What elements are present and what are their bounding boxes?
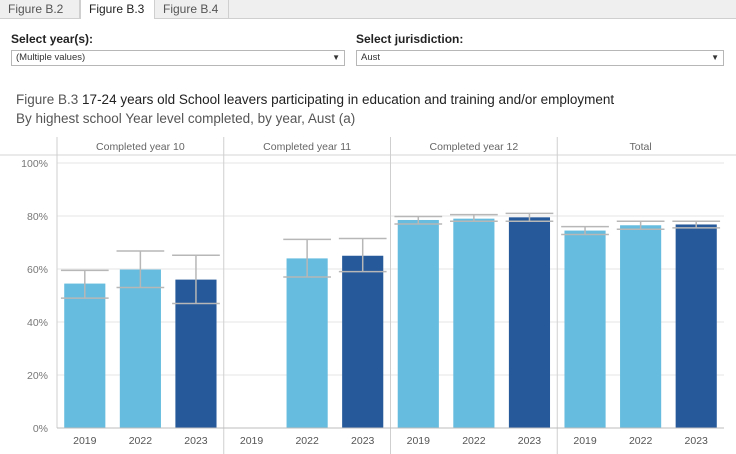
panel-header-label: Completed year 12 bbox=[430, 141, 519, 153]
panel-header-label: Total bbox=[630, 141, 652, 153]
year-filter-label: Select year(s): bbox=[11, 32, 94, 46]
x-tick-label: 2022 bbox=[629, 435, 653, 447]
figure-number: Figure B.3 bbox=[16, 92, 79, 107]
y-tick-label: 40% bbox=[27, 317, 48, 329]
y-tick-label: 80% bbox=[27, 211, 48, 223]
x-tick-label: 2019 bbox=[240, 435, 264, 447]
tab-bar: Figure B.2 Figure B.3 Figure B.4 bbox=[0, 0, 736, 19]
x-tick-label: 2022 bbox=[462, 435, 486, 447]
y-tick-label: 20% bbox=[27, 370, 48, 382]
bar bbox=[508, 217, 551, 428]
chevron-down-icon: ▼ bbox=[711, 53, 719, 62]
tab-figure-b3[interactable]: Figure B.3 bbox=[80, 0, 155, 19]
x-tick-label: 2023 bbox=[685, 435, 709, 447]
x-tick-label: 2022 bbox=[295, 435, 319, 447]
figure-title-text: 17-24 years old School leavers participa… bbox=[82, 92, 615, 107]
tab-figure-b4[interactable]: Figure B.4 bbox=[155, 0, 229, 18]
panel-header-label: Completed year 11 bbox=[263, 141, 351, 153]
jurisdiction-select-value: Aust bbox=[361, 52, 381, 63]
bar bbox=[564, 230, 606, 428]
x-tick-label: 2023 bbox=[184, 435, 208, 447]
x-tick-label: 2019 bbox=[73, 435, 97, 447]
jurisdiction-filter-label: Select jurisdiction: bbox=[356, 32, 464, 46]
bar bbox=[119, 269, 161, 428]
x-tick-label: 2023 bbox=[518, 435, 542, 447]
bar bbox=[286, 258, 328, 428]
bar bbox=[64, 283, 106, 428]
figure-subtitle: By highest school Year level completed, … bbox=[16, 111, 356, 126]
chevron-down-icon: ▼ bbox=[332, 53, 340, 62]
x-tick-label: 2023 bbox=[351, 435, 375, 447]
bar bbox=[453, 218, 495, 428]
panel-header-label: Completed year 10 bbox=[96, 141, 185, 153]
x-tick-label: 2019 bbox=[573, 435, 597, 447]
y-tick-label: 0% bbox=[33, 423, 48, 435]
y-tick-label: 60% bbox=[27, 264, 48, 276]
y-tick-label: 100% bbox=[21, 158, 48, 170]
bar-chart: 0% 20% 40% 60% 80% 100% Completed year 10 2019 2… bbox=[0, 137, 736, 454]
bar bbox=[175, 279, 217, 428]
year-select-value: (Multiple values) bbox=[16, 52, 86, 63]
x-tick-label: 2022 bbox=[129, 435, 153, 447]
bar bbox=[397, 219, 439, 428]
bar bbox=[675, 224, 717, 428]
figure-title: Figure B.3 17-24 years old School leaver… bbox=[16, 92, 614, 107]
bar bbox=[620, 225, 662, 428]
bar bbox=[342, 255, 384, 428]
x-tick-label: 2019 bbox=[407, 435, 431, 447]
tab-figure-b2[interactable]: Figure B.2 bbox=[0, 0, 80, 18]
year-select[interactable]: (Multiple values) ▼ bbox=[11, 50, 345, 66]
jurisdiction-select[interactable]: Aust ▼ bbox=[356, 50, 724, 66]
